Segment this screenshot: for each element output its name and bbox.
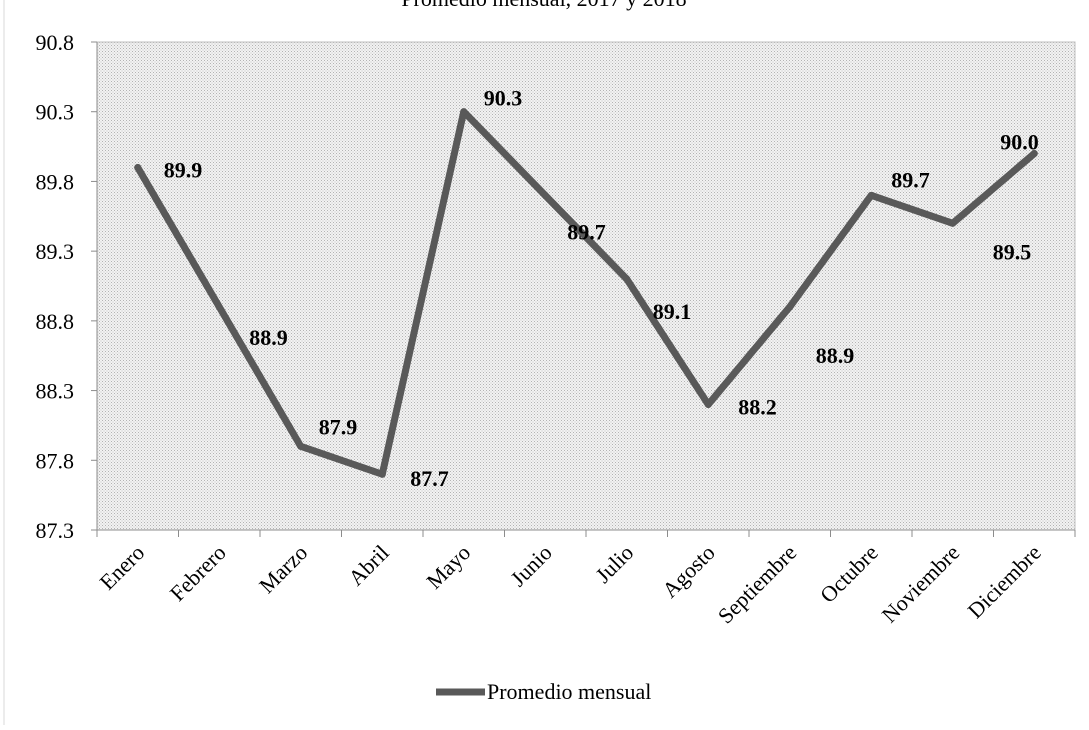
data-label: 87.7: [410, 466, 449, 491]
plot-area: [96, 41, 1076, 531]
y-tick-label: 90.3: [36, 100, 75, 125]
data-point: [460, 108, 468, 116]
x-tick-label: Diciembre: [962, 540, 1045, 623]
data-point: [134, 163, 142, 171]
x-tick-label: Enero: [94, 540, 149, 595]
data-label: 89.9: [164, 157, 203, 182]
data-label: 88.2: [738, 395, 777, 420]
data-point: [623, 275, 631, 283]
y-tick-label: 88.3: [36, 379, 75, 404]
data-label: 89.7: [567, 219, 606, 244]
y-tick-label: 87.8: [36, 448, 75, 473]
legend-label: Promedio mensual: [487, 679, 651, 704]
data-point: [1030, 150, 1038, 158]
y-tick-label: 89.3: [36, 239, 75, 264]
y-tick-label: 89.8: [36, 169, 75, 194]
data-label: 87.9: [319, 414, 358, 439]
data-point: [215, 303, 223, 311]
data-point: [867, 191, 875, 199]
data-label: 90.0: [1000, 130, 1039, 155]
data-label: 88.9: [816, 343, 855, 368]
data-label: 90.3: [484, 86, 523, 111]
y-tick-label: 87.3: [36, 518, 75, 543]
x-tick-label: Noviembre: [877, 540, 965, 628]
data-point: [378, 470, 386, 478]
x-tick-label: Junio: [505, 540, 556, 591]
x-tick-label: Abril: [343, 540, 394, 591]
x-tick-label: Octubre: [815, 540, 883, 608]
x-tick-label: Marzo: [254, 540, 312, 598]
data-point: [297, 442, 305, 450]
x-tick-label: Septiembre: [713, 540, 802, 629]
data-point: [541, 191, 549, 199]
x-tick-label: Febrero: [165, 540, 231, 606]
chart-title: Promedio mensual, 2017 y 2018: [401, 0, 686, 11]
data-label: 89.7: [891, 167, 930, 192]
data-label: 88.9: [249, 325, 288, 350]
data-point: [949, 219, 957, 227]
x-tick-label: Julio: [590, 540, 638, 588]
data-label: 89.5: [993, 239, 1032, 264]
x-tick-label: Mayo: [421, 540, 475, 594]
data-point: [704, 401, 712, 409]
x-tick-label: Agosto: [657, 540, 720, 603]
series-line-promedio-mensual: [134, 108, 1038, 478]
data-point: [786, 303, 794, 311]
y-tick-label: 90.8: [36, 30, 75, 55]
data-label: 89.1: [653, 299, 692, 324]
y-tick-label: 88.8: [36, 309, 75, 334]
